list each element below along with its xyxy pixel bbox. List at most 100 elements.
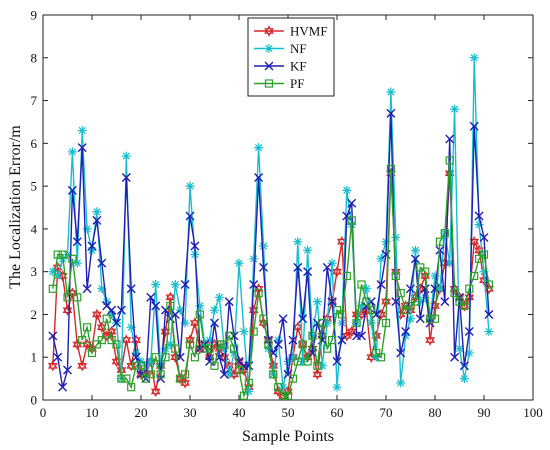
x-tick-label: 30 — [184, 405, 197, 420]
data-point-kf — [156, 374, 166, 384]
data-point-nf — [126, 322, 136, 332]
data-point-pf — [264, 340, 273, 349]
data-point-pf — [132, 361, 141, 370]
data-point-hvmf — [165, 291, 176, 303]
data-point-pf — [475, 254, 484, 263]
data-point-kf — [479, 232, 489, 242]
data-point-nf — [283, 357, 293, 366]
data-point-kf — [146, 292, 156, 302]
data-point-hvmf — [96, 321, 107, 333]
data-point-nf — [396, 378, 406, 388]
data-point-pf — [146, 370, 155, 379]
data-point-nf — [371, 352, 381, 362]
data-point-hvmf — [312, 368, 323, 380]
data-point-pf — [210, 361, 219, 370]
data-point-pf — [445, 156, 454, 165]
data-point-kf — [469, 121, 479, 131]
data-point-nf — [357, 301, 366, 311]
data-point-hvmf — [425, 334, 435, 346]
data-point-nf — [229, 348, 239, 358]
legend-item-nf: NF — [254, 41, 307, 56]
data-point-nf — [474, 220, 484, 230]
data-point-nf — [205, 335, 215, 345]
data-point-kf — [259, 262, 268, 272]
data-point-pf — [239, 391, 248, 400]
legend-marker-pf — [264, 79, 274, 88]
data-point-kf — [107, 305, 117, 315]
data-point-pf — [97, 336, 106, 345]
data-point-kf — [415, 314, 425, 324]
data-point-hvmf — [469, 236, 480, 248]
data-point-nf — [63, 250, 72, 260]
data-point-pf — [171, 344, 180, 353]
data-point-pf — [102, 314, 111, 323]
data-point-nf — [175, 305, 185, 315]
data-point-kf — [342, 211, 352, 221]
data-point-nf — [464, 348, 474, 358]
data-point-nf — [450, 104, 460, 114]
data-point-pf — [308, 331, 317, 340]
data-point-pf — [181, 370, 190, 379]
data-point-kf — [283, 369, 293, 379]
data-point-pf — [274, 383, 283, 392]
data-point-nf — [92, 207, 102, 217]
data-point-pf — [141, 374, 150, 383]
data-point-pf — [234, 365, 244, 375]
data-point-pf — [205, 344, 214, 353]
data-point-kf — [131, 352, 141, 362]
data-point-pf — [254, 288, 263, 298]
data-point-pf — [195, 310, 204, 319]
legend-label-kf: KF — [290, 59, 307, 74]
data-point-nf — [161, 344, 170, 354]
data-point-kf — [185, 211, 195, 221]
data-point-pf — [406, 301, 415, 310]
x-tick-label: 40 — [233, 405, 246, 420]
data-point-nf — [420, 292, 430, 302]
data-point-nf — [249, 254, 259, 264]
data-point-pf — [318, 318, 327, 328]
data-point-nf — [273, 335, 283, 345]
data-point-kf — [263, 335, 273, 345]
data-point-nf — [401, 331, 411, 341]
data-point-pf — [87, 348, 97, 358]
x-tick-label: 90 — [478, 405, 491, 420]
data-point-kf — [77, 143, 87, 153]
data-point-nf — [293, 237, 303, 247]
data-point-nf — [430, 271, 440, 281]
data-point-nf — [82, 224, 92, 234]
data-point-pf — [279, 391, 288, 400]
x-tick-label: 60 — [331, 405, 344, 420]
data-point-pf — [435, 237, 444, 246]
data-point-pf — [244, 378, 253, 387]
y-tick-label: 7 — [31, 93, 38, 108]
data-point-kf — [72, 237, 82, 247]
data-point-kf — [92, 215, 102, 225]
y-tick-label: 0 — [31, 393, 38, 408]
data-point-pf — [82, 323, 92, 332]
data-point-pf — [421, 267, 430, 276]
data-point-pf — [391, 271, 400, 281]
data-point-pf — [352, 318, 361, 328]
data-point-kf — [406, 284, 415, 294]
data-point-pf — [53, 250, 62, 259]
data-point-pf — [200, 344, 209, 353]
data-point-pf — [78, 336, 87, 345]
data-point-nf — [72, 258, 82, 268]
y-tick-label: 3 — [31, 264, 38, 279]
y-tick-label: 8 — [31, 50, 38, 65]
data-point-pf — [215, 340, 224, 349]
data-point-kf — [376, 280, 386, 289]
data-point-kf — [332, 357, 342, 366]
data-point-nf — [288, 352, 298, 362]
series-group — [47, 53, 494, 402]
data-point-pf — [73, 293, 82, 302]
data-point-pf — [220, 340, 229, 349]
data-point-nf — [484, 327, 494, 337]
data-point-pf — [63, 293, 72, 302]
data-point-pf — [230, 344, 239, 353]
data-point-nf — [121, 151, 131, 161]
data-point-kf — [484, 309, 494, 319]
legend-label-pf: PF — [290, 76, 304, 91]
data-point-pf — [151, 353, 160, 362]
